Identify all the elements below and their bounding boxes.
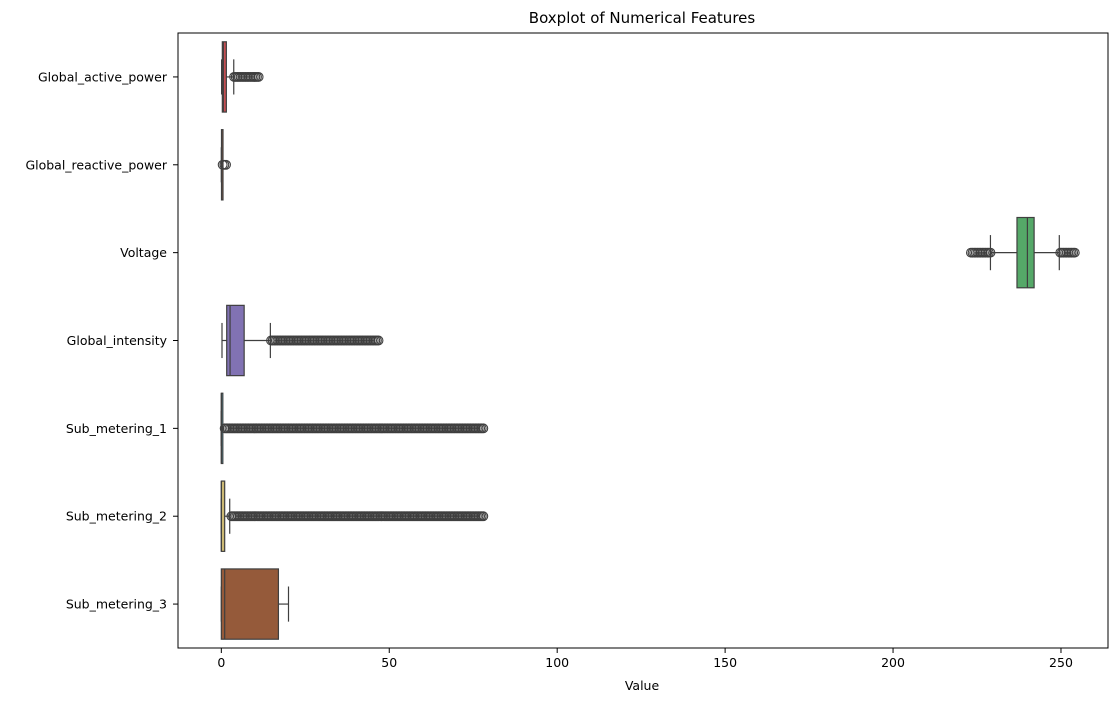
y-tick-label: Sub_metering_3 bbox=[66, 597, 167, 612]
outlier-point bbox=[253, 71, 264, 82]
outlier-point bbox=[221, 159, 231, 170]
boxes bbox=[217, 41, 1080, 640]
box-iqr bbox=[226, 304, 245, 377]
box-Voltage bbox=[966, 216, 1080, 289]
outlier-point bbox=[478, 423, 489, 434]
outlier-point bbox=[1069, 247, 1080, 258]
x-tick-label: 100 bbox=[545, 655, 569, 670]
outlier-point bbox=[478, 511, 489, 522]
box-Global_active_power bbox=[220, 41, 264, 113]
x-tick-label: 250 bbox=[1049, 655, 1073, 670]
y-tick-label: Voltage bbox=[120, 245, 167, 260]
box-iqr bbox=[221, 41, 227, 113]
box-Sub_metering_2 bbox=[220, 480, 489, 552]
y-tick-label: Global_active_power bbox=[38, 69, 168, 84]
box-iqr bbox=[1016, 216, 1035, 289]
y-tick-label: Global_intensity bbox=[67, 333, 168, 348]
outlier-point bbox=[373, 335, 384, 346]
box-Global_intensity bbox=[221, 304, 384, 377]
y-axis: Global_active_power Global_reactive_power… bbox=[25, 69, 178, 612]
x-tick-label: 150 bbox=[713, 655, 737, 670]
chart-title: Boxplot of Numerical Features bbox=[529, 9, 756, 27]
x-axis: 0 50 100 150 200 250 bbox=[217, 648, 1073, 670]
box-iqr bbox=[220, 568, 280, 640]
box-Sub_metering_3 bbox=[220, 568, 290, 640]
y-tick-label: Sub_metering_2 bbox=[66, 509, 167, 524]
x-axis-label: Value bbox=[625, 678, 660, 693]
y-tick-label: Sub_metering_1 bbox=[66, 421, 167, 436]
box-Global_reactive_power bbox=[217, 129, 231, 201]
box-Sub_metering_1 bbox=[219, 392, 489, 465]
x-tick-label: 50 bbox=[381, 655, 397, 670]
outlier-point bbox=[985, 247, 996, 258]
x-tick-label: 0 bbox=[217, 655, 225, 670]
y-tick-label: Global_reactive_power bbox=[25, 157, 167, 172]
x-tick-label: 200 bbox=[881, 655, 905, 670]
